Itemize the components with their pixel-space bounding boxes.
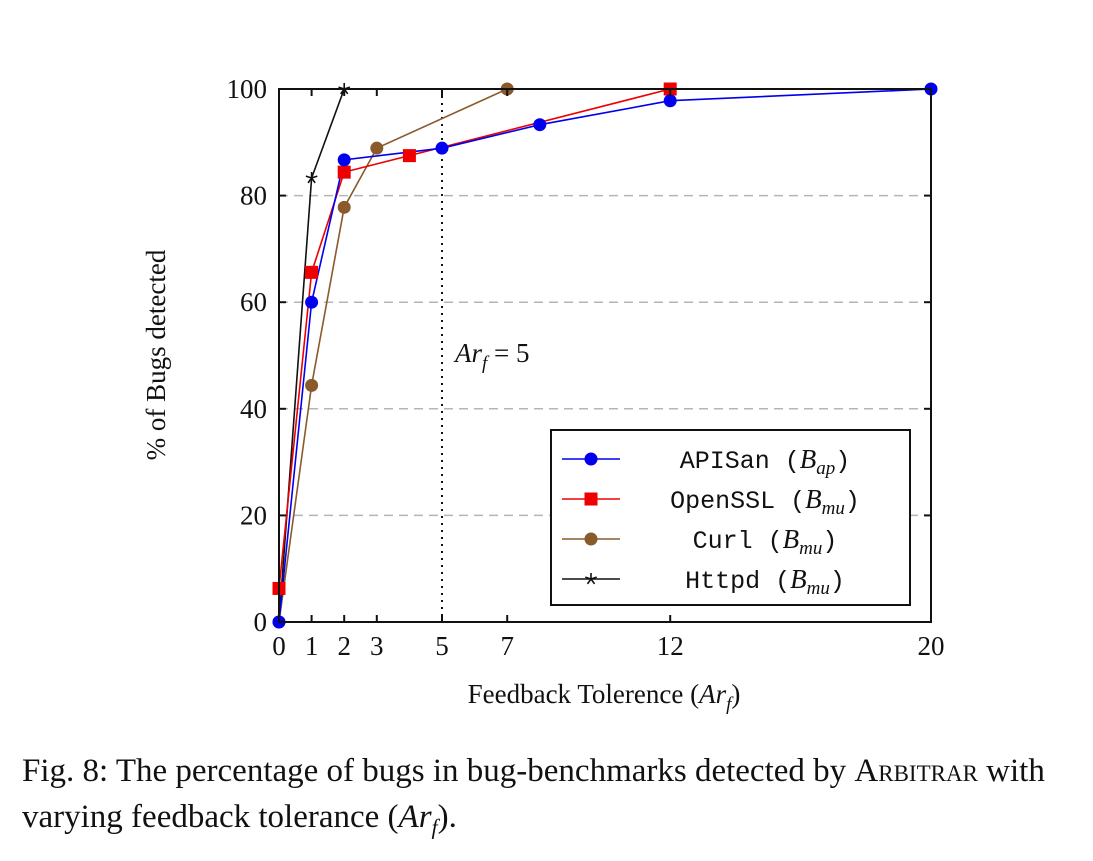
annotation-label: Arf = 5 [453,338,530,374]
legend-swatch-marker [584,492,598,506]
legend-entry-0: APISan (Bap) [562,444,850,479]
x-tick-label: 3 [370,631,384,661]
data-point-3-1 [305,172,318,184]
x-tick-label: 0 [272,631,286,661]
data-point-0-1 [305,295,319,309]
data-point-2-1 [305,378,319,392]
x-tick-label: 5 [435,631,449,661]
legend-label: APISan (Bap) [680,444,851,479]
y-tick-label: 60 [240,287,267,317]
plot-frame [278,88,932,623]
y-axis-title: % of Bugs detected [141,249,171,460]
data-point-0-4 [533,118,547,132]
legend-swatch-marker [584,452,598,466]
legend-entry-1: OpenSSL (Bmu) [562,484,860,519]
data-point-1-1 [305,265,319,279]
data-point-0-5 [663,94,677,108]
data-point-2-3 [370,141,384,155]
data-point-1-2 [337,165,351,179]
legend-label: Httpd (Bmu) [685,564,845,599]
data-point-0-2 [337,153,351,167]
x-tick-label: 12 [657,631,684,661]
legend-swatch-marker [584,532,598,546]
legend-label: OpenSSL (Bmu) [670,484,860,519]
y-tick-label: 100 [227,74,268,104]
figure-caption: Fig. 8: The percentage of bugs in bug-be… [22,753,1045,840]
legend: APISan (Bap) OpenSSL (Bmu) Curl (Bmu) Httpd… [550,429,911,606]
x-tick-label: 7 [500,631,514,661]
x-tick-label: 20 [918,631,945,661]
y-tick-label: 80 [240,181,267,211]
y-tick-label: 0 [254,607,268,637]
tool-name: Arbitrar [854,753,978,789]
legend-entry-2: Curl (Bmu) [562,524,837,559]
x-tick-label: 2 [337,631,351,661]
y-tick-label: 20 [240,500,267,530]
data-point-2-2 [337,200,351,214]
x-axis-title: Feedback Tolerence (Arf) [468,679,741,715]
legend-swatch-marker [585,573,597,585]
data-point-0-3 [435,141,449,155]
legend-entry-3: Httpd (Bmu) [562,564,845,599]
data-point-1-3 [402,149,416,163]
x-tick-label: 1 [305,631,319,661]
legend-label: Curl (Bmu) [693,524,838,559]
series-line-3 [278,88,345,623]
y-tick-label: 40 [240,394,267,424]
